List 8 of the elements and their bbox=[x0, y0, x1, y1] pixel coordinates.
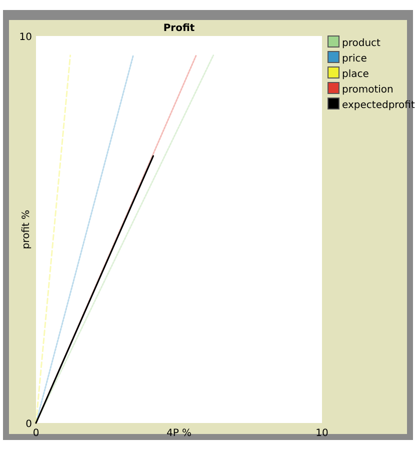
legend-label: product bbox=[342, 38, 381, 49]
x-axis-title: 4P % bbox=[166, 428, 192, 439]
legend-label: promotion bbox=[342, 84, 394, 96]
chart-title: Profit bbox=[163, 23, 195, 34]
y-axis-title: profit % bbox=[21, 210, 32, 250]
legend-label: place bbox=[342, 69, 369, 80]
legend-label: expectedprofit bbox=[342, 100, 415, 111]
legend-label: price bbox=[342, 54, 367, 64]
